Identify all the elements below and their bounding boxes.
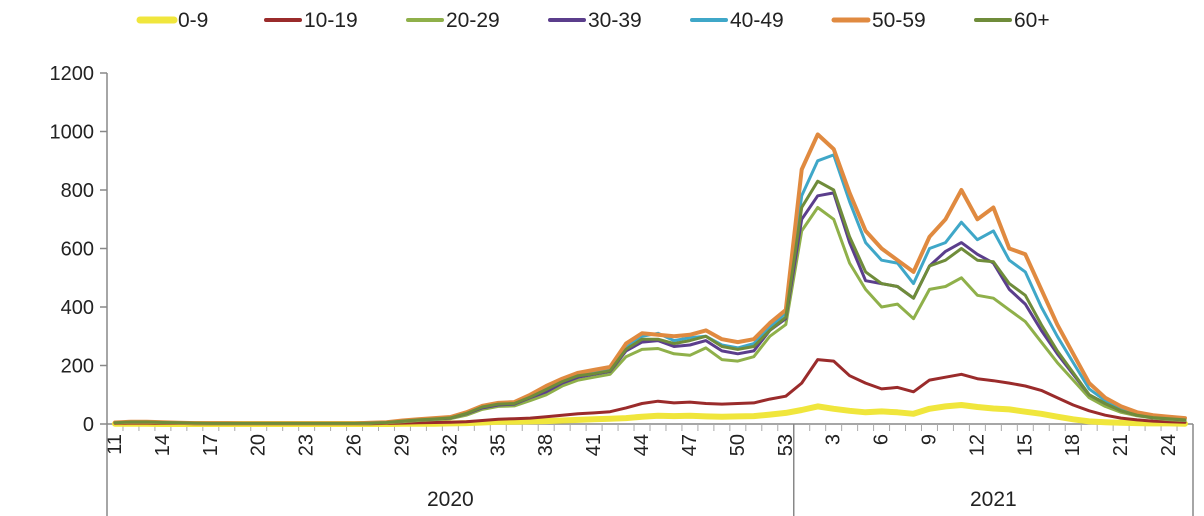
x-tick-label: 32 [439, 434, 461, 456]
legend-label: 40-49 [730, 9, 784, 32]
x-tick-label: 50 [727, 434, 749, 456]
x-tick-label: 21 [1110, 434, 1132, 456]
series-line-0-9 [112, 402, 1188, 427]
legend-label: 10-19 [304, 9, 358, 32]
x-tick-label: 53 [775, 434, 797, 456]
year-label: 2020 [427, 488, 474, 511]
series-line-20-29 [113, 206, 1187, 425]
x-axis: 11 14 17 20 23 26 29 32 35 38 41 44 47 50 53 3 6 9 12 15 18 2… [104, 423, 1194, 516]
x-tick-label: 35 [487, 434, 509, 456]
x-tick-label: 18 [1062, 434, 1084, 456]
x-tick-label: 14 [152, 434, 174, 456]
x-tick-label: 41 [583, 434, 605, 456]
legend-label: 30-39 [588, 9, 642, 32]
series-line-50-59 [113, 132, 1187, 426]
x-tick-label: 24 [1158, 434, 1180, 456]
x-tick-label: 20 [248, 434, 270, 456]
y-axis: 0 200 400 600 800 1000 1200 [50, 63, 108, 436]
legend-label: 60+ [1014, 9, 1050, 32]
x-tick-label: 29 [391, 434, 413, 456]
legend-label: 0-9 [178, 9, 208, 32]
y-tick-label: 200 [61, 356, 94, 378]
series-lines [112, 132, 1188, 427]
y-tick-label: 1000 [50, 122, 95, 144]
legend-label: 50-59 [872, 9, 926, 32]
x-tick-label: 11 [104, 434, 126, 455]
y-tick-label: 0 [83, 414, 94, 436]
x-tick-label: 44 [631, 434, 653, 456]
x-tick-label: 47 [679, 434, 701, 456]
x-tick-label: 38 [535, 434, 557, 456]
series-line-30-39 [113, 191, 1187, 425]
series-line-60+ [113, 179, 1187, 425]
x-tick-label: 23 [296, 434, 318, 456]
y-tick-label: 400 [61, 297, 94, 319]
y-tick-label: 600 [61, 239, 94, 261]
x-tick-label: 3 [823, 434, 845, 445]
x-tick-label: 26 [344, 434, 366, 456]
y-tick-label: 800 [61, 180, 94, 202]
x-tick-label: 15 [1014, 434, 1036, 456]
year-label: 2021 [970, 488, 1017, 511]
x-tick-label: 12 [966, 434, 988, 456]
x-tick-label: 17 [200, 434, 222, 456]
series-line-40-49 [113, 153, 1187, 425]
x-tick-label: 9 [918, 434, 940, 445]
legend-label: 20-29 [446, 9, 500, 32]
x-tick-label: 6 [871, 434, 893, 445]
y-tick-label: 1200 [50, 63, 95, 85]
legend: 0-9 10-19 20-29 30-39 40-49 50-59 60+ [136, 9, 1050, 32]
